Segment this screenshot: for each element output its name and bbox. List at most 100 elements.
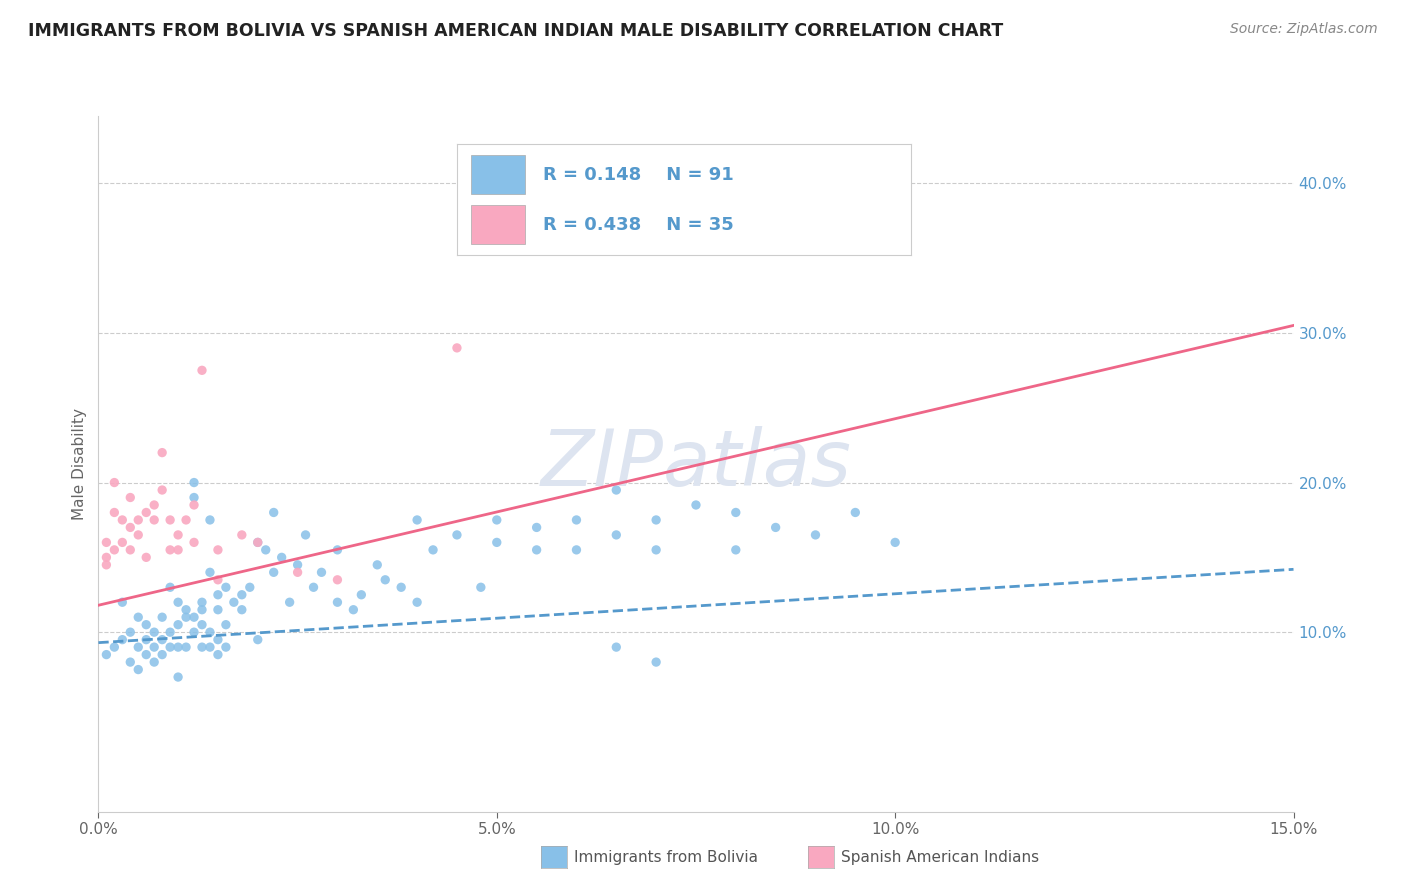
Point (605, 640, 627, 654)
Point (287, 558, 309, 572)
Point (127, 640, 149, 654)
Point (96, 550, 118, 565)
Point (326, 542, 349, 557)
Point (150, 648, 173, 662)
Point (198, 513, 221, 527)
Point (724, 542, 747, 557)
Point (884, 535, 907, 549)
Point (406, 513, 429, 527)
Point (143, 655, 166, 669)
Point (198, 625, 221, 640)
Point (127, 610, 149, 624)
Point (198, 566, 221, 580)
Point (246, 632, 269, 647)
Point (765, 520, 787, 534)
Point (526, 542, 548, 557)
Point (159, 625, 181, 640)
Point (326, 573, 349, 587)
Point (311, 566, 333, 580)
Point (167, 670, 190, 684)
Point (207, 573, 229, 587)
Point (167, 528, 190, 542)
Point (174, 610, 197, 624)
Point (565, 513, 588, 527)
Point (207, 632, 229, 647)
Point (159, 580, 181, 594)
Point (111, 535, 134, 549)
Point (159, 640, 181, 654)
Y-axis label: Male Disability: Male Disability (72, 408, 87, 520)
Point (174, 513, 197, 527)
Point (526, 520, 548, 534)
Point (222, 595, 245, 609)
Point (159, 513, 181, 527)
Point (159, 542, 181, 557)
Point (207, 542, 229, 557)
Point (270, 550, 292, 565)
Point (127, 528, 149, 542)
Point (167, 640, 190, 654)
Point (254, 542, 277, 557)
Point (120, 655, 142, 669)
Point (605, 483, 627, 497)
Point (111, 513, 134, 527)
Point (231, 603, 253, 617)
Point (143, 498, 166, 512)
Text: Spanish American Indians: Spanish American Indians (841, 850, 1039, 864)
Point (645, 655, 668, 669)
Point (215, 580, 238, 594)
Point (207, 603, 229, 617)
Point (366, 558, 388, 572)
Point (120, 625, 142, 640)
Point (183, 491, 205, 505)
Point (231, 528, 253, 542)
Point (120, 491, 142, 505)
Point (207, 648, 229, 662)
Point (103, 506, 125, 520)
Point (143, 640, 166, 654)
Point (804, 206, 827, 220)
Point (167, 595, 190, 609)
Point (174, 603, 197, 617)
Point (183, 625, 205, 640)
Point (198, 640, 221, 654)
Point (565, 542, 588, 557)
Point (389, 580, 412, 594)
Point (294, 528, 316, 542)
Point (127, 663, 149, 677)
Point (191, 617, 214, 632)
Point (150, 445, 173, 459)
Point (183, 610, 205, 624)
Point (485, 513, 508, 527)
Point (263, 566, 285, 580)
Point (135, 648, 157, 662)
Point (191, 363, 214, 377)
Point (263, 506, 285, 520)
Point (120, 520, 142, 534)
Point (96, 648, 118, 662)
Point (150, 483, 173, 497)
Point (191, 640, 214, 654)
Text: ZIPatlas: ZIPatlas (540, 425, 852, 502)
Point (231, 588, 253, 602)
Text: Source: ZipAtlas.com: Source: ZipAtlas.com (1230, 22, 1378, 37)
Point (191, 603, 214, 617)
Text: IMMIGRANTS FROM BOLIVIA VS SPANISH AMERICAN INDIAN MALE DISABILITY CORRELATION C: IMMIGRANTS FROM BOLIVIA VS SPANISH AMERI… (28, 22, 1004, 40)
Point (342, 603, 364, 617)
Point (143, 513, 166, 527)
Point (135, 632, 157, 647)
Point (406, 595, 429, 609)
Point (246, 535, 269, 549)
Point (302, 580, 325, 594)
Point (844, 506, 866, 520)
Point (103, 542, 125, 557)
Point (207, 588, 229, 602)
Point (103, 475, 125, 490)
Point (135, 617, 157, 632)
Point (191, 595, 214, 609)
Point (645, 542, 668, 557)
Point (167, 542, 190, 557)
Point (278, 595, 301, 609)
Point (135, 550, 157, 565)
Point (96, 535, 118, 549)
